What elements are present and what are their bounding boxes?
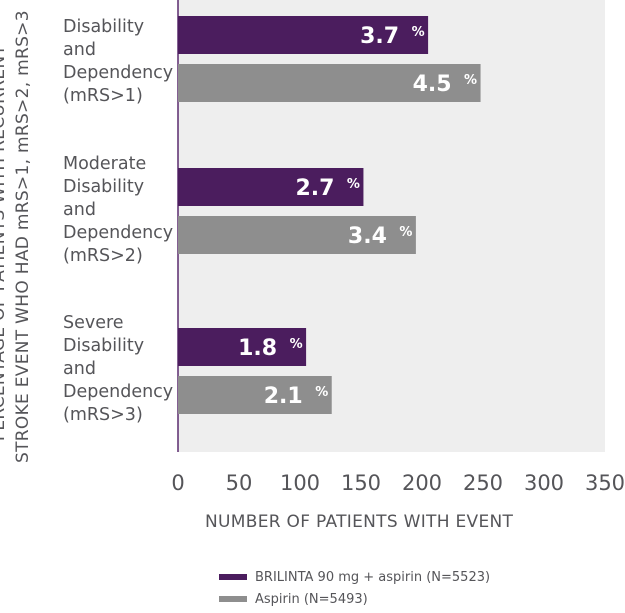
bar-value-label: 3.7 <box>360 24 399 49</box>
x-tick-label: 150 <box>341 471 381 495</box>
category-label: Severe Disability and Dependency (mRS>3) <box>63 312 173 427</box>
bar-percent-sign: % <box>412 25 425 40</box>
legend-item-brilinta: BRILINTA 90 mg + aspirin (N=5523) <box>219 566 490 588</box>
category-label-line: and <box>63 359 96 379</box>
category-label-line: and <box>63 40 96 60</box>
category-label: Moderate Disability and Dependency (mRS>2) <box>63 153 173 268</box>
legend: BRILINTA 90 mg + aspirin (N=5523) Aspiri… <box>219 566 490 610</box>
x-tick-label: 350 <box>585 471 625 495</box>
bar <box>178 168 364 206</box>
legend-label-aspirin: Aspirin (N=5493) <box>255 591 368 607</box>
category-label-line: (mRS>2) <box>63 246 143 266</box>
category-label-line: Disability <box>63 177 145 197</box>
legend-item-aspirin: Aspirin (N=5493) <box>219 588 490 610</box>
x-tick-label: 300 <box>524 471 564 495</box>
x-axis-label: NUMBER OF PATIENTS WITH EVENT <box>205 512 514 532</box>
category-label-line: and <box>63 200 96 220</box>
bar-percent-sign: % <box>464 73 477 88</box>
bar-percent-sign: % <box>315 385 328 400</box>
x-tick-label: 200 <box>402 471 442 495</box>
bar-percent-sign: % <box>290 337 303 352</box>
bar-value-label: 1.8 <box>238 336 277 361</box>
bar <box>178 216 416 254</box>
category-label-line: (mRS>1) <box>63 86 143 106</box>
bar <box>178 376 332 414</box>
x-tick-label: 250 <box>463 471 503 495</box>
bar <box>178 328 307 366</box>
category-label-line: Dependency <box>63 223 174 243</box>
category-label-line: Disability <box>63 336 145 356</box>
category-label-line: Dependency <box>63 382 174 402</box>
bar <box>178 16 429 54</box>
category-label-line: Disability <box>63 17 145 37</box>
category-label-line: Moderate <box>63 154 147 174</box>
bar-value-label: 2.7 <box>295 176 334 201</box>
legend-swatch-aspirin <box>219 596 247 602</box>
bar-value-label: 2.1 <box>264 384 303 409</box>
x-tick-label: 0 <box>171 471 184 495</box>
x-tick-label: 50 <box>226 471 253 495</box>
legend-label-brilinta: BRILINTA 90 mg + aspirin (N=5523) <box>255 569 491 585</box>
bar-percent-sign: % <box>399 225 412 240</box>
category-label-line: (mRS>3) <box>63 405 143 425</box>
bar-value-label: 3.4 <box>348 224 387 249</box>
bar-percent-sign: % <box>347 177 360 192</box>
legend-swatch-brilinta <box>219 574 247 580</box>
category-label-line: Dependency <box>63 63 174 83</box>
x-tick-label: 100 <box>280 471 320 495</box>
category-label-line: Severe <box>63 313 124 333</box>
bar <box>178 64 481 102</box>
bar-value-label: 4.5 <box>413 72 452 97</box>
category-label: Disability and Dependency (mRS>1) <box>63 16 173 108</box>
